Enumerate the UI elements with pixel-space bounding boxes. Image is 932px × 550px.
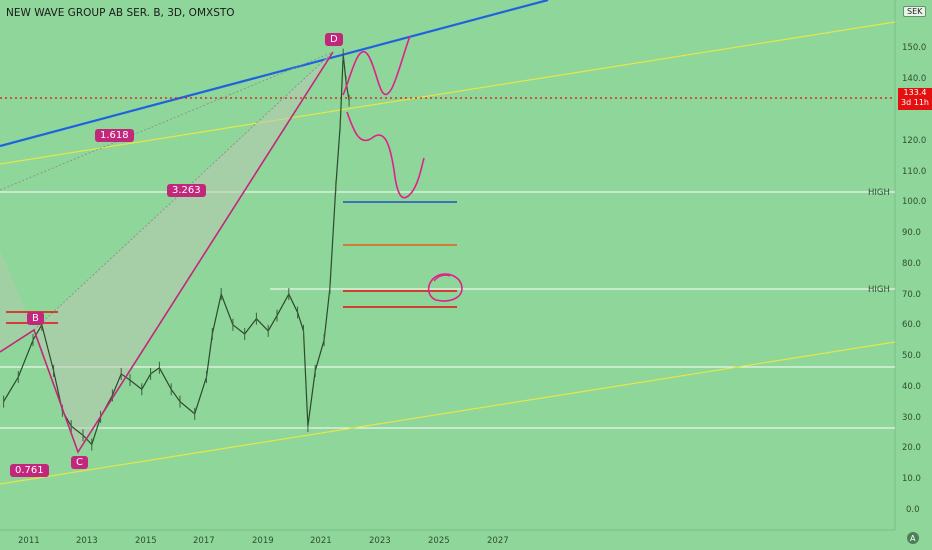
price-tick-70: 70.0 — [902, 290, 921, 300]
price-tick-100: 100.0 — [902, 197, 926, 207]
price-tick-80: 80.0 — [902, 259, 921, 269]
price-tick-120: 120.0 — [902, 136, 926, 146]
price-tick-110: 110.0 — [902, 167, 926, 177]
price-tick-40: 40.0 — [902, 382, 921, 392]
pattern-dotted-xd — [0, 51, 334, 191]
price-series — [3, 48, 350, 451]
time-tick-2017: 2017 — [193, 536, 215, 546]
price-tick-60: 60.0 — [902, 320, 921, 330]
pattern-fill-xb — [0, 250, 34, 352]
point-label-c[interactable]: C — [71, 456, 88, 469]
price-tick-150: 150.0 — [902, 43, 926, 53]
time-tick-2027: 2027 — [487, 536, 509, 546]
time-tick-2021: 2021 — [310, 536, 332, 546]
current-price-countdown: 3d 11h — [901, 98, 929, 107]
chart-title: NEW WAVE GROUP AB SER. B, 3D, OMXSTO — [6, 7, 235, 19]
ratio-label-3263[interactable]: 3.263 — [167, 184, 206, 197]
highlight-circle-tail — [433, 274, 451, 282]
highlight-circle[interactable] — [427, 273, 463, 302]
price-tick-30: 30.0 — [902, 413, 921, 423]
price-tick-10: 10.0 — [902, 474, 921, 484]
time-tick-2019: 2019 — [252, 536, 274, 546]
price-tick-20: 20.0 — [902, 443, 921, 453]
price-tick-140: 140.0 — [902, 74, 926, 84]
price-tick-50: 50.0 — [902, 351, 921, 361]
high-label-2: HIGH — [868, 285, 890, 295]
yellow-channel-bottom[interactable] — [0, 341, 896, 485]
current-price-badge: 133.4 3d 11h — [898, 88, 932, 110]
currency-badge[interactable]: SEK — [903, 6, 927, 17]
pattern-legs[interactable] — [0, 51, 334, 454]
time-tick-2015: 2015 — [135, 536, 157, 546]
auto-scale-button[interactable] — [907, 532, 919, 544]
point-label-d[interactable]: D — [325, 33, 343, 46]
yellow-channel-top[interactable] — [0, 21, 896, 165]
time-tick-2011: 2011 — [18, 536, 40, 546]
time-tick-2013: 2013 — [76, 536, 98, 546]
blue-channel-line[interactable] — [0, 0, 549, 148]
current-price-value: 133.4 — [903, 88, 927, 97]
time-tick-2023: 2023 — [369, 536, 391, 546]
projection-path-down[interactable] — [346, 111, 425, 199]
price-tick-0: 0.0 — [906, 505, 920, 515]
ratio-label-1618[interactable]: 1.618 — [95, 129, 134, 142]
high-label-1: HIGH — [868, 188, 890, 198]
ratio-label-0761[interactable]: 0.761 — [10, 464, 49, 477]
time-tick-2025: 2025 — [428, 536, 450, 546]
point-label-b[interactable]: B — [27, 312, 44, 325]
auto-scale-label[interactable]: A — [910, 534, 916, 543]
projection-path-up[interactable] — [342, 35, 411, 96]
price-tick-90: 90.0 — [902, 228, 921, 238]
pattern-fill-bcd — [34, 52, 333, 452]
